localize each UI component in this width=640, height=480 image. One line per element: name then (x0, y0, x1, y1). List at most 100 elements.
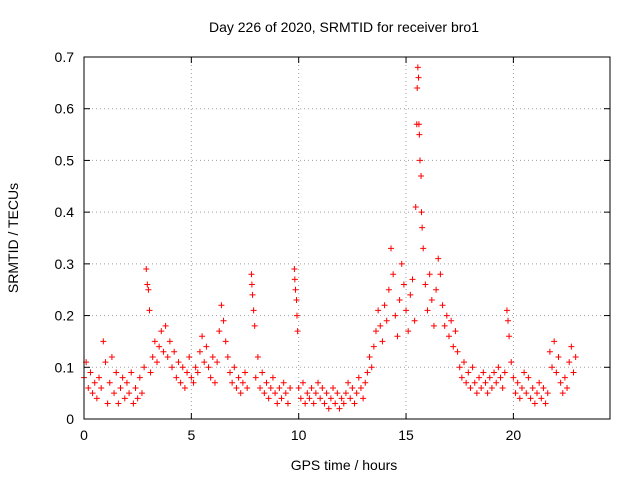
data-point (525, 374, 532, 381)
data-point (248, 271, 255, 278)
data-point (249, 291, 256, 298)
data-point (96, 374, 103, 381)
y-tick-label: 0.1 (55, 359, 75, 375)
data-point (551, 338, 558, 345)
data-point (207, 374, 214, 381)
data-point (188, 374, 195, 381)
data-point (239, 379, 246, 386)
data-point (294, 328, 301, 335)
data-point (218, 302, 225, 309)
data-point (338, 395, 345, 402)
data-point (422, 281, 429, 288)
data-point (199, 333, 206, 340)
data-point (527, 395, 534, 402)
data-point (242, 369, 249, 376)
x-tick-label: 15 (398, 427, 414, 443)
y-tick-label: 0.5 (55, 152, 75, 168)
data-point (145, 286, 152, 293)
data-point (510, 374, 517, 381)
data-point (394, 333, 401, 340)
data-point (439, 302, 446, 309)
data-point (411, 317, 418, 324)
data-point (503, 307, 510, 314)
data-point (469, 364, 476, 371)
data-point (534, 390, 541, 397)
data-point (89, 390, 96, 397)
data-point (512, 390, 519, 397)
data-point (448, 317, 455, 324)
y-tick-label: 0.2 (55, 308, 75, 324)
data-point (452, 328, 459, 335)
data-point (559, 390, 566, 397)
data-point (418, 209, 425, 216)
data-point (146, 307, 153, 314)
data-series (81, 64, 579, 412)
data-point (347, 395, 354, 402)
data-point (91, 379, 98, 386)
data-point (409, 276, 416, 283)
data-point (315, 379, 322, 386)
data-point (104, 400, 111, 407)
data-point (166, 338, 173, 345)
data-point (379, 338, 386, 345)
x-tick-label: 10 (291, 427, 307, 443)
data-point (291, 276, 298, 283)
data-point (542, 400, 549, 407)
x-tick-label: 5 (187, 427, 195, 443)
data-point (476, 374, 483, 381)
data-point (156, 343, 163, 350)
data-point (430, 322, 437, 329)
data-point (169, 364, 176, 371)
data-point (251, 322, 258, 329)
data-point (538, 395, 545, 402)
data-point (171, 348, 178, 355)
data-point (557, 379, 564, 386)
data-point (396, 297, 403, 304)
data-point (233, 384, 240, 391)
data-point (237, 390, 244, 397)
data-point (175, 359, 182, 366)
data-point (205, 364, 212, 371)
data-point (330, 384, 337, 391)
data-point (388, 245, 395, 252)
data-point (222, 338, 229, 345)
data-point (506, 333, 513, 340)
data-point (400, 281, 407, 288)
data-point (372, 328, 379, 335)
data-point (293, 312, 300, 319)
data-point (377, 322, 384, 329)
data-point (100, 338, 107, 345)
data-point (106, 379, 113, 386)
data-point (263, 379, 270, 386)
data-point (164, 353, 171, 360)
data-point (499, 384, 506, 391)
data-point (553, 369, 560, 376)
data-point (115, 400, 122, 407)
data-point (278, 395, 285, 402)
data-point (465, 369, 472, 376)
data-point (332, 400, 339, 407)
data-point (383, 317, 390, 324)
data-point (136, 374, 143, 381)
data-point (265, 395, 272, 402)
data-point (345, 379, 352, 386)
data-point (216, 328, 223, 335)
data-point (323, 390, 330, 397)
y-tick-label: 0.7 (55, 49, 75, 65)
data-point (229, 379, 236, 386)
x-tick-label: 20 (506, 427, 522, 443)
data-point (471, 379, 478, 386)
data-point (321, 400, 328, 407)
data-point (555, 353, 562, 360)
data-point (572, 353, 579, 360)
data-point (505, 317, 512, 324)
data-point (349, 384, 356, 391)
data-point (184, 369, 191, 376)
data-point (433, 286, 440, 293)
data-point (85, 384, 92, 391)
data-point (143, 266, 150, 273)
data-point (235, 374, 242, 381)
data-point (463, 379, 470, 386)
data-point (130, 400, 137, 407)
